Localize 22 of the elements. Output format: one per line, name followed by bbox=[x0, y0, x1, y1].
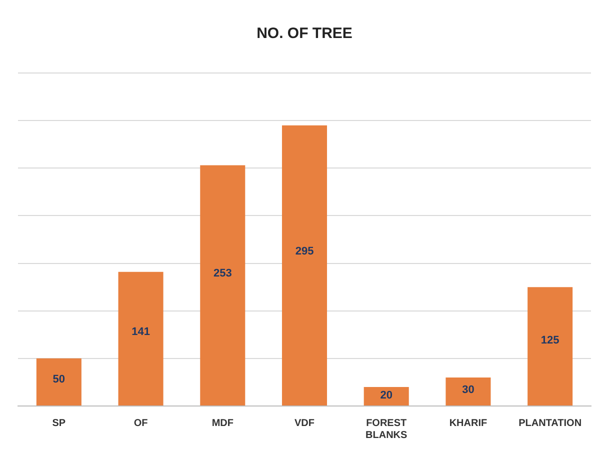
x-tick-label: OF bbox=[134, 418, 148, 429]
x-tick-label: PLANTATION bbox=[518, 418, 582, 429]
x-tick-label: MDF bbox=[212, 418, 234, 429]
bar bbox=[36, 358, 82, 406]
bar bbox=[364, 386, 409, 406]
data-label: 50 bbox=[52, 374, 66, 386]
x-tick-label: FOREST BLANKS bbox=[366, 418, 408, 441]
bar bbox=[528, 287, 573, 406]
data-label: 20 bbox=[380, 389, 392, 402]
bar bbox=[446, 377, 491, 406]
data-label: 141 bbox=[132, 326, 150, 338]
bar bbox=[118, 272, 164, 406]
data-label: 295 bbox=[295, 245, 314, 258]
bar bbox=[282, 125, 328, 406]
x-tick-label: VDF bbox=[294, 418, 314, 429]
x-tick-label: KHARIF bbox=[449, 418, 488, 429]
data-label: 125 bbox=[540, 334, 560, 346]
chart-title: NO. OF TREE bbox=[256, 25, 352, 42]
bar bbox=[200, 165, 246, 406]
x-tick-label: SP bbox=[52, 418, 66, 429]
data-label: 30 bbox=[462, 384, 474, 396]
data-label: 253 bbox=[213, 267, 232, 280]
